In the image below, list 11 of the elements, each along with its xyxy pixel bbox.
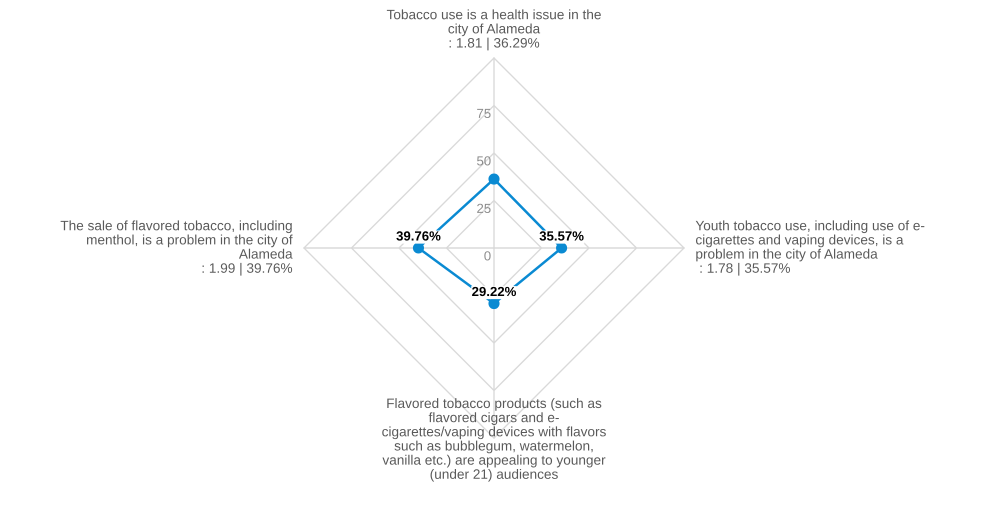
y-tick-label: 0 bbox=[484, 251, 491, 261]
y-tick-label: 25 bbox=[477, 204, 491, 214]
spoke-label: Youth tobacco use, including use of e- cigarettes and vaping devices, is a problem in the city of Alameda : 1.78 | 35.57% bbox=[696, 220, 924, 276]
spoke-label: The sale of flavored tobacco, including menthol, is a problem in the city of Alameda : 1.99 | 39.76% bbox=[60, 220, 293, 276]
data-label: 35.57% bbox=[540, 231, 584, 241]
spoke-label: Tobacco use is a health issue in the city of Alameda : 1.81 | 36.29% bbox=[386, 9, 601, 50]
y-tick-label: 50 bbox=[477, 156, 491, 166]
y-tick-label: 75 bbox=[477, 108, 491, 118]
spoke-label: Flavored tobacco products (such as flavored cigars and e- cigarettes/vaping devices with flavors such as bubblegum, watermelon, vanilla etc.) are appealing to younger (under 21) audiences bbox=[382, 398, 606, 482]
data-label: 39.76% bbox=[396, 231, 440, 241]
data-label: 29.22% bbox=[472, 286, 516, 296]
